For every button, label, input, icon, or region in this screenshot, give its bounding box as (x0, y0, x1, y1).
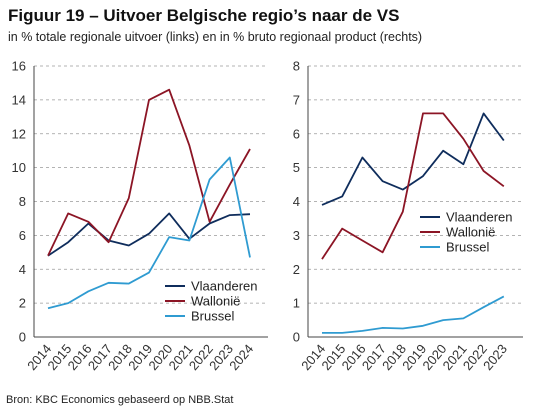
y-tick-label: 14 (12, 92, 26, 107)
x-tick-label: 2023 (480, 341, 510, 373)
y-tick-label: 8 (293, 59, 300, 74)
series-line-vlaanderen (47, 212, 251, 257)
y-tick-label: 7 (293, 92, 300, 107)
series-line-wallonie (321, 112, 505, 260)
legend-label-wallonie: Wallonië (191, 294, 240, 309)
legend-label-wallonie: Wallonië (446, 225, 495, 240)
figure-title: Figuur 19 – Uitvoer Belgische regio’s na… (8, 6, 400, 25)
y-tick-label: 2 (19, 296, 26, 311)
series-line-brussel (322, 295, 505, 334)
y-tick-label: 1 (293, 296, 300, 311)
series-line-vlaanderen (321, 112, 505, 206)
y-tick-label: 2 (293, 262, 300, 277)
legend-label-brussel: Brussel (446, 240, 489, 255)
series-line-wallonie (47, 88, 251, 257)
y-tick-label: 3 (293, 228, 300, 243)
y-tick-label: 16 (12, 59, 26, 74)
y-tick-label: 6 (19, 228, 26, 243)
legend-label-vlaanderen: Vlaanderen (446, 210, 513, 225)
left-chart-panel: 0246810121416201420152016201720182019202… (12, 59, 268, 373)
series-line-brussel (47, 156, 251, 310)
y-tick-label: 4 (293, 194, 300, 209)
y-tick-label: 8 (19, 194, 26, 209)
source-note: Bron: KBC Economics gebaseerd op NBB.Sta… (6, 394, 234, 406)
y-tick-label: 6 (293, 126, 300, 141)
y-tick-label: 10 (12, 160, 26, 175)
y-tick-label: 0 (293, 330, 300, 345)
y-tick-label: 5 (293, 160, 300, 175)
y-tick-label: 4 (19, 262, 26, 277)
x-tick-label: 2024 (226, 341, 256, 373)
y-tick-label: 0 (19, 330, 26, 345)
legend-label-brussel: Brussel (191, 309, 234, 324)
figure-subtitle: in % totale regionale uitvoer (links) en… (8, 30, 423, 44)
legend-label-vlaanderen: Vlaanderen (191, 279, 258, 294)
y-tick-label: 12 (12, 126, 26, 141)
right-chart-panel: 0123456782014201520162017201820192020202… (293, 59, 523, 373)
